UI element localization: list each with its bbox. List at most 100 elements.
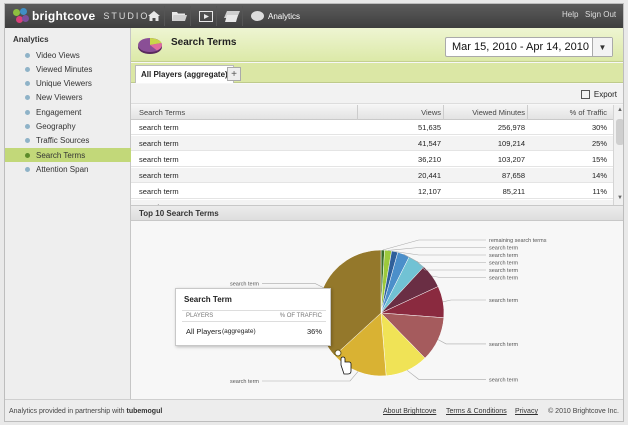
cell-term: search term <box>139 123 179 132</box>
sidebar-item-label: Attention Span <box>36 164 89 174</box>
logo-mark-icon <box>13 8 29 24</box>
table-header-row: Search Terms Views Viewed Minutes % of T… <box>131 105 613 120</box>
pie-leader-line <box>388 247 486 251</box>
tab-all-players[interactable]: All Players (aggregate) <box>135 65 234 83</box>
pie-leader-line <box>442 299 486 303</box>
cell-term: search term <box>139 203 179 205</box>
column-divider <box>357 105 358 120</box>
cell-minutes: 109,214 <box>497 139 525 148</box>
date-range-select[interactable]: Mar 15, 2010 - Apr 14, 2010 ▼ <box>445 37 613 57</box>
cell-traffic: 15% <box>591 155 607 164</box>
chart-section-header: Top 10 Search Terms <box>131 205 623 221</box>
pie-leader-line <box>406 370 486 380</box>
main-panel: Search Terms Mar 15, 2010 - Apr 14, 2010… <box>131 28 623 399</box>
pie-label: remaining search terms <box>489 238 547 244</box>
sidebar-item-viewed-minutes[interactable]: Viewed Minutes <box>5 62 131 76</box>
sidebar-item-label: Engagement <box>36 107 82 117</box>
sidebar-item-video-views[interactable]: Video Views <box>5 48 131 62</box>
help-link[interactable]: Help <box>562 10 579 19</box>
tooltip-value: 36% <box>306 327 322 336</box>
pie-slice[interactable] <box>334 312 387 377</box>
hand-cursor-icon <box>340 356 352 375</box>
scrollbar-thumb[interactable] <box>616 119 623 145</box>
chart-tooltip: Search Term PLAYERS % OF TRAFFIC All Pla… <box>175 288 331 346</box>
sidebar-item-new-viewers[interactable]: New Viewers <box>5 91 131 105</box>
sidebar-item-attention-span[interactable]: Attention Span <box>5 162 131 176</box>
tooltip-col-players: PLAYERS <box>186 313 214 319</box>
pie-label: search term <box>489 261 518 267</box>
pie-leader-line <box>416 260 486 271</box>
cell-traffic: 9% <box>596 203 607 205</box>
cell-traffic: 14% <box>591 171 607 180</box>
sidebar-item-geography[interactable]: Geography <box>5 120 131 134</box>
scroll-up-icon[interactable]: ▲ <box>617 107 623 113</box>
sidebar-item-label: Traffic Sources <box>36 136 90 146</box>
column-header-traffic[interactable]: % of Traffic <box>569 108 607 117</box>
top-bar: brightcove STUDIO Analytics Help Sign Ou… <box>5 4 623 28</box>
table-row[interactable]: search term 51,635 256,978 30% <box>131 120 613 135</box>
search-terms-table: Search Terms Views Viewed Minutes % of T… <box>131 105 613 205</box>
logo-text: brightcove <box>32 9 96 23</box>
table-row[interactable]: search term 41,547 109,214 25% <box>131 136 613 151</box>
brightcove-logo[interactable]: brightcove STUDIO <box>13 8 149 24</box>
pie-label: search term <box>489 342 518 348</box>
page-title: Search Terms <box>171 37 237 48</box>
pie-leader-line <box>382 239 486 251</box>
table-row[interactable]: search term 20,441 87,658 14% <box>131 168 613 183</box>
cell-traffic: 25% <box>591 139 607 148</box>
pie-label: search term <box>489 268 518 274</box>
sidebar-item-traffic-sources[interactable]: Traffic Sources <box>5 134 131 148</box>
pie-chart-area: remaining search terms search term search … <box>131 221 623 399</box>
column-header-term[interactable]: Search Terms <box>139 108 186 117</box>
sidebar-item-search-terms[interactable]: Search Terms <box>5 148 131 163</box>
bullet-icon <box>25 52 30 58</box>
pie-leader-line <box>403 253 486 263</box>
analytics-nav-label: Analytics <box>268 11 301 21</box>
add-tab-button[interactable]: + <box>227 67 241 81</box>
privacy-link[interactable]: Privacy <box>515 408 538 415</box>
analytics-nav-item[interactable]: Analytics <box>251 7 300 25</box>
sidebar-item-engagement[interactable]: Engagement <box>5 105 131 119</box>
cell-views: 20,441 <box>418 171 441 180</box>
tooltip-col-traffic: % OF TRAFFIC <box>279 313 322 319</box>
column-header-views[interactable]: Views <box>421 108 441 117</box>
export-icon <box>580 90 590 99</box>
table-row[interactable]: search term 10,361 62,002 9% <box>131 200 613 205</box>
column-divider <box>443 105 444 120</box>
pie-label: search term <box>489 276 518 282</box>
sidebar: Analytics Video Views Viewed Minutes Uniqu… <box>5 28 131 399</box>
footer: Analytics provided in partnership with t… <box>5 399 623 421</box>
cell-minutes: 87,658 <box>502 171 525 180</box>
chevron-down-icon[interactable]: ▼ <box>592 38 612 56</box>
pie-leader-line <box>262 371 359 382</box>
terms-link[interactable]: Terms & Conditions <box>446 408 507 415</box>
sidebar-item-label: Geography <box>36 122 76 131</box>
date-range-value: Mar 15, 2010 - Apr 14, 2010 <box>452 41 589 53</box>
about-link[interactable]: About Brightcove <box>383 408 437 415</box>
partner-logo[interactable]: tubemogul <box>126 408 163 415</box>
bullet-icon <box>25 152 30 158</box>
export-button[interactable]: Export <box>577 87 621 102</box>
tooltip-header: PLAYERS % OF TRAFFIC <box>182 310 326 322</box>
player-icon[interactable] <box>195 6 217 26</box>
table-row[interactable]: search term 12,107 85,211 11% <box>131 184 613 199</box>
folder-icon[interactable] <box>169 6 191 26</box>
sidebar-item-label: Video Views <box>36 50 80 60</box>
column-header-minutes[interactable]: Viewed Minutes <box>472 108 525 117</box>
analytics-icon <box>251 11 264 21</box>
table-row[interactable]: search term 36,210 103,207 15% <box>131 152 613 167</box>
scroll-down-icon[interactable]: ▼ <box>617 195 623 201</box>
sidebar-item-label: Search Terms <box>36 150 86 160</box>
sidebar-item-unique-viewers[interactable]: Unique Viewers <box>5 77 131 91</box>
chart-section-title: Top 10 Search Terms <box>139 209 219 218</box>
pie-chart-icon <box>138 38 162 54</box>
publish-icon[interactable] <box>221 6 243 26</box>
column-divider <box>527 105 528 120</box>
sign-out-link[interactable]: Sign Out <box>585 10 617 19</box>
sidebar-item-label: New Viewers <box>36 93 83 103</box>
tooltip-title: Search Term <box>184 295 232 304</box>
table-scrollbar[interactable]: ▲ ▼ <box>613 105 623 205</box>
pie-leader-line <box>437 339 486 345</box>
sidebar-title: Analytics <box>13 35 49 44</box>
home-icon[interactable] <box>143 6 165 26</box>
